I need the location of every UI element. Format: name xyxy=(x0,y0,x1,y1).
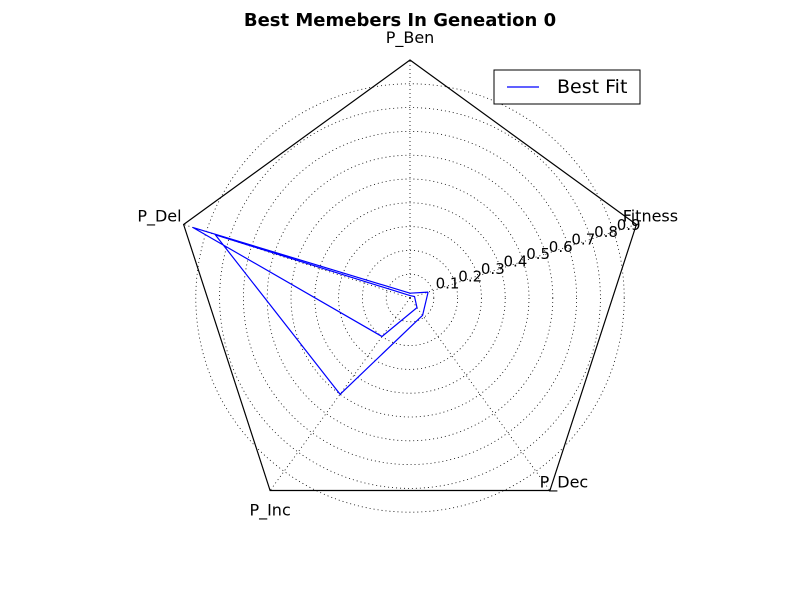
grid-circle xyxy=(338,226,482,370)
r-tick-label: 0.9 xyxy=(617,216,641,234)
series-line-best-fit xyxy=(192,226,429,396)
frame-polygon xyxy=(182,59,638,492)
grid-circle xyxy=(290,178,530,418)
r-tick-label: 0.4 xyxy=(504,253,528,271)
legend: Best Fit xyxy=(493,69,641,105)
r-tick-label: 0.1 xyxy=(436,275,460,293)
grid-circle xyxy=(195,83,625,513)
legend-label-best-fit: Best Fit xyxy=(557,76,627,98)
r-tick-label: 0.5 xyxy=(526,245,550,263)
r-tick-label: 0.6 xyxy=(549,238,573,256)
axis-labels: Fitness P_Ben P_Del P_Inc P_Dec xyxy=(137,28,678,521)
r-tick-label: 0.8 xyxy=(594,223,618,241)
axis-label-p-dec: P_Dec xyxy=(540,473,589,493)
grid-circle xyxy=(314,202,506,394)
r-tick-label: 0.2 xyxy=(458,267,482,285)
radial-tick-labels: 0.10.20.30.40.50.60.70.80.9 xyxy=(436,216,641,293)
pentagon-frame xyxy=(182,59,638,492)
axis-label-p-del: P_Del xyxy=(137,207,181,227)
grid-circle xyxy=(242,130,578,466)
radial-grid xyxy=(183,60,637,513)
grid-circle xyxy=(385,273,435,323)
chart-title: Best Memebers In Geneation 0 xyxy=(244,10,556,31)
r-tick-label: 0.7 xyxy=(571,231,595,249)
r-tick-label: 0.3 xyxy=(481,260,505,278)
grid-circle xyxy=(266,154,554,442)
axis-label-fitness: Fitness xyxy=(623,207,678,226)
axis-label-p-inc: P_Inc xyxy=(249,501,290,521)
grid-circle xyxy=(361,249,458,346)
series-layer xyxy=(192,226,429,396)
axis-label-p-ben: P_Ben xyxy=(386,28,435,48)
grid-circle xyxy=(219,107,601,489)
